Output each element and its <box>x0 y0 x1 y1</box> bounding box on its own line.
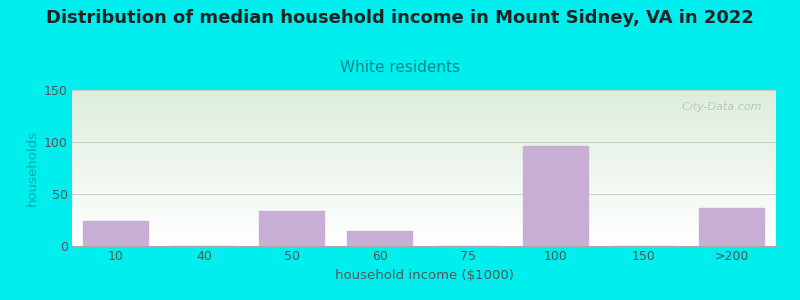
Bar <box>83 221 149 246</box>
Bar <box>523 146 589 246</box>
Bar <box>259 211 325 246</box>
Text: Distribution of median household income in Mount Sidney, VA in 2022: Distribution of median household income … <box>46 9 754 27</box>
X-axis label: household income ($1000): household income ($1000) <box>334 269 514 282</box>
Y-axis label: households: households <box>26 130 38 206</box>
Bar <box>699 208 765 246</box>
Text: City-Data.com: City-Data.com <box>675 103 762 112</box>
Bar <box>347 231 413 246</box>
Text: White residents: White residents <box>340 60 460 75</box>
